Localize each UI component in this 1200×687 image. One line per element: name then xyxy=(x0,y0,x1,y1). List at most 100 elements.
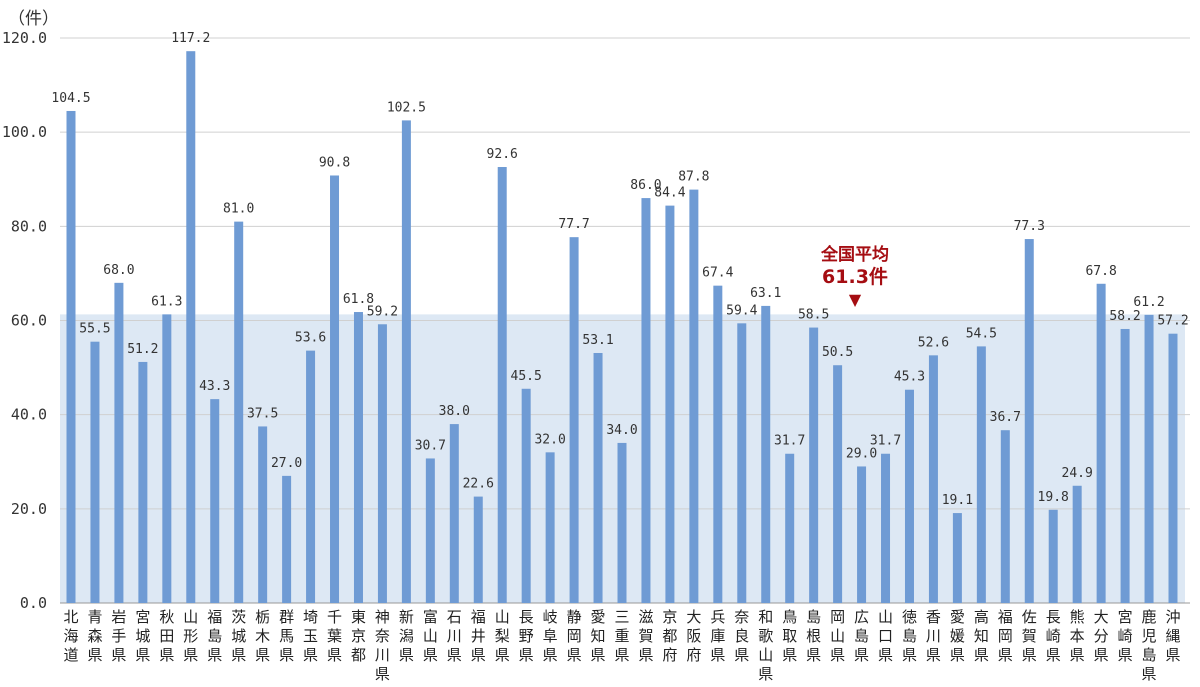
bar xyxy=(330,175,340,603)
data-label: 84.4 xyxy=(654,186,685,201)
data-label: 19.1 xyxy=(942,493,973,508)
data-label: 34.0 xyxy=(606,423,637,438)
x-category-label: 大分県 xyxy=(1094,608,1109,664)
bar xyxy=(809,327,819,603)
y-tick-label: 120.0 xyxy=(2,29,47,47)
bar xyxy=(186,51,196,603)
bar xyxy=(473,496,483,603)
x-category-label: 福岡県 xyxy=(998,608,1013,664)
bar xyxy=(1024,239,1034,603)
bar xyxy=(521,388,531,603)
bar xyxy=(258,426,268,603)
bar xyxy=(1048,509,1058,603)
x-category-label: 茨城県 xyxy=(231,608,246,664)
bar xyxy=(497,167,507,603)
bar xyxy=(1168,333,1178,603)
x-category-label: 北海道 xyxy=(63,608,78,664)
x-category-label: 長崎県 xyxy=(1046,608,1061,664)
bar xyxy=(976,346,986,603)
x-category-label: 宮城県 xyxy=(135,608,150,664)
x-category-label: 京都府 xyxy=(662,608,677,664)
x-category-label: 石川県 xyxy=(447,608,462,664)
bar xyxy=(401,120,411,603)
bar xyxy=(928,355,938,603)
x-category-label: 神奈川県 xyxy=(375,608,390,683)
x-category-label: 愛知県 xyxy=(591,608,606,664)
x-category-label: 三重県 xyxy=(614,608,629,664)
bar xyxy=(569,237,579,603)
x-category-label: 熊本県 xyxy=(1070,608,1085,664)
x-category-label: 群馬県 xyxy=(279,608,294,664)
data-label: 31.7 xyxy=(870,434,901,449)
data-label: 86.0 xyxy=(630,178,661,193)
data-label: 68.0 xyxy=(103,263,134,278)
data-label: 87.8 xyxy=(678,170,709,185)
x-category-label: 福井県 xyxy=(471,608,486,664)
x-category-label: 徳島県 xyxy=(902,608,917,664)
bar xyxy=(1096,283,1106,603)
x-category-label: 鳥取県 xyxy=(782,608,797,664)
x-category-label: 奈良県 xyxy=(734,608,749,664)
data-label: 30.7 xyxy=(415,438,446,453)
average-annotation: 全国平均 61.3件 ▼ xyxy=(800,244,910,308)
bar xyxy=(785,453,795,603)
data-label: 90.8 xyxy=(319,155,350,170)
bar xyxy=(713,285,723,603)
average-label: 全国平均 xyxy=(821,245,889,265)
x-category-label: 島根県 xyxy=(806,608,821,664)
y-tick-label: 80.0 xyxy=(11,217,47,235)
x-category-label: 滋賀県 xyxy=(638,608,653,664)
x-category-label: 東京都 xyxy=(351,608,366,664)
x-category-label: 兵庫県 xyxy=(710,608,725,664)
average-value: 61.3件 xyxy=(822,266,888,288)
bar xyxy=(1120,328,1130,603)
bar xyxy=(737,323,747,603)
bar xyxy=(234,221,244,603)
bar xyxy=(904,389,914,603)
bar xyxy=(162,314,172,603)
x-category-label: 新潟県 xyxy=(399,608,414,664)
bar xyxy=(210,399,220,603)
x-category-label: 岩手県 xyxy=(111,608,126,664)
x-category-label: 沖縄県 xyxy=(1165,608,1180,664)
bar xyxy=(593,352,603,603)
bar xyxy=(761,305,771,603)
data-label: 77.3 xyxy=(1014,219,1045,234)
data-label: 52.6 xyxy=(918,335,949,350)
bar xyxy=(833,365,843,603)
bar xyxy=(138,361,148,603)
data-label: 67.4 xyxy=(702,266,733,281)
bar xyxy=(665,205,675,603)
x-category-label: 福島県 xyxy=(207,608,222,664)
x-category-label: 千葉県 xyxy=(327,608,342,664)
data-label: 36.7 xyxy=(990,410,1021,425)
data-label: 58.5 xyxy=(798,308,829,323)
bar xyxy=(641,198,651,604)
data-label: 59.4 xyxy=(726,303,757,318)
bar xyxy=(857,466,867,603)
data-label: 32.0 xyxy=(534,432,565,447)
x-category-label: 富山県 xyxy=(423,608,438,664)
data-label: 92.6 xyxy=(487,147,518,162)
bar xyxy=(952,513,962,603)
data-label: 51.2 xyxy=(127,342,158,357)
data-label: 27.0 xyxy=(271,456,302,471)
y-tick-label: 60.0 xyxy=(11,312,47,330)
x-category-label: 長野県 xyxy=(519,608,534,664)
data-label: 24.9 xyxy=(1062,466,1093,481)
x-category-label: 和歌山県 xyxy=(758,608,773,683)
bar xyxy=(689,189,699,603)
x-category-label: 岐阜県 xyxy=(543,608,558,664)
x-category-label: 岡山県 xyxy=(830,608,845,664)
data-label: 45.3 xyxy=(894,370,925,385)
data-label: 61.2 xyxy=(1133,295,1164,310)
data-label: 63.1 xyxy=(750,286,781,301)
bar xyxy=(66,110,76,604)
y-tick-label: 100.0 xyxy=(2,123,47,141)
bar xyxy=(1072,485,1082,603)
x-category-label: 佐賀県 xyxy=(1022,608,1037,664)
data-label: 54.5 xyxy=(966,326,997,341)
data-label: 81.0 xyxy=(223,202,254,217)
data-label: 59.2 xyxy=(367,304,398,319)
